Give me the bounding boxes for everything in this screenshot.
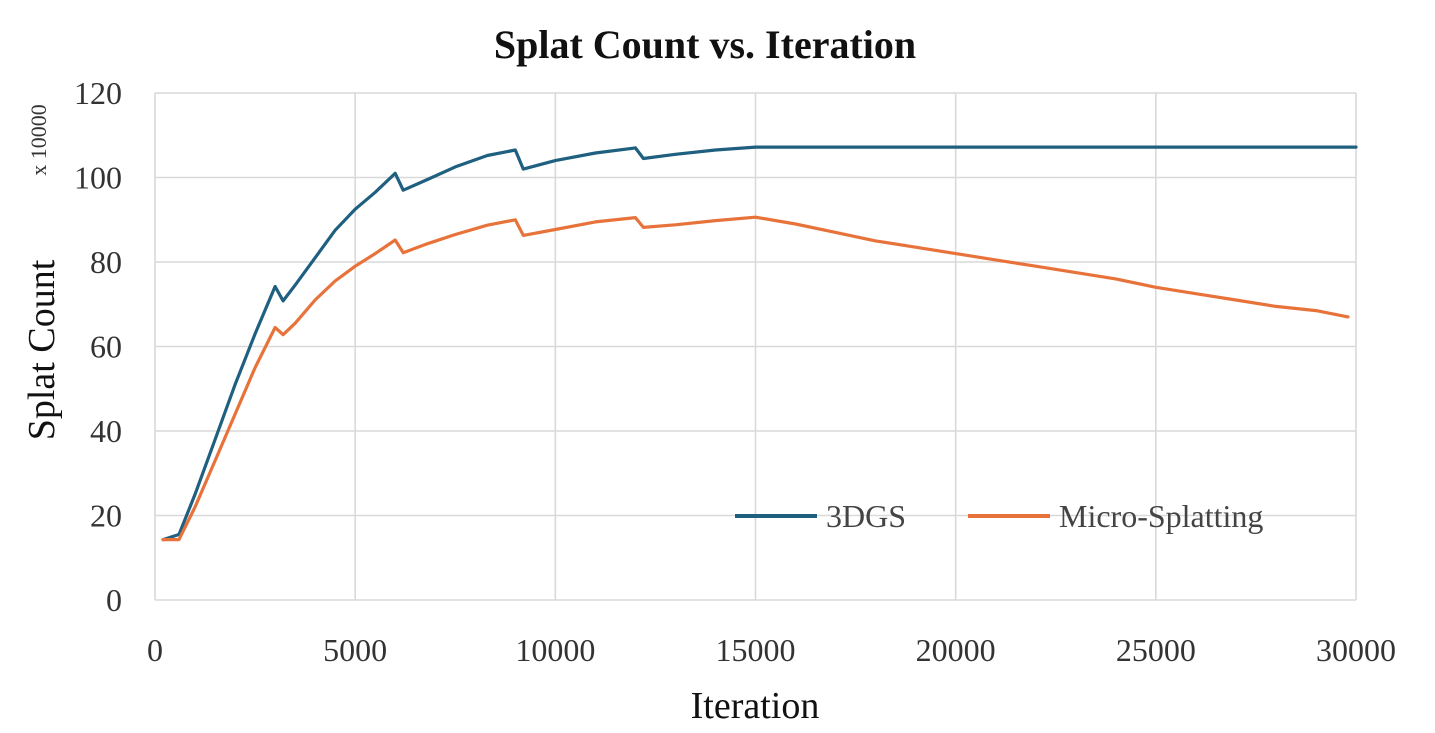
y-tick-label: 40 [90,413,122,449]
x-tick-label: 15000 [716,632,796,668]
x-tick-label: 10000 [515,632,595,668]
y-tick-label: 60 [90,329,122,365]
x-tick-label: 0 [147,632,163,668]
y-axis-unit-note: x 10000 [26,104,51,176]
y-tick-label: 0 [106,582,122,618]
x-tick-label: 30000 [1316,632,1396,668]
y-tick-label: 80 [90,244,122,280]
x-tick-label: 5000 [323,632,387,668]
x-axis-ticks: 0 5000 10000 15000 20000 25000 30000 [147,632,1396,668]
series-line-3dgs [161,145,1358,542]
legend-label: Micro-Splatting [1059,498,1263,534]
legend: 3DGS Micro-Splatting [735,498,1263,534]
x-tick-label: 20000 [916,632,996,668]
y-tick-label: 20 [90,498,122,534]
y-tick-label: 100 [74,160,122,196]
series-line-micro-splatting [161,215,1350,542]
grid-lines [154,92,1357,601]
x-tick-label: 25000 [1116,632,1196,668]
y-axis-ticks: 0 20 40 60 80 100 120 [74,75,122,618]
chart-title: Splat Count vs. Iteration [494,22,916,67]
x-axis-label: Iteration [691,685,820,727]
legend-label: 3DGS [826,498,906,534]
y-axis-label: Splat Count [21,259,63,440]
series-layer [161,145,1358,542]
y-tick-label: 120 [74,75,122,111]
